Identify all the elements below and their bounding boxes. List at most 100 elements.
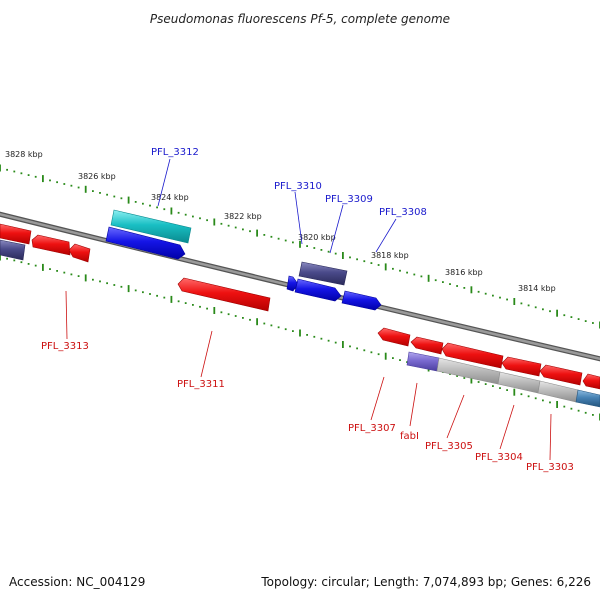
scale-minor-tick [320,337,323,340]
scale-minor-tick [570,316,573,318]
scale-minor-tick [63,183,66,185]
scale-minor-tick [184,213,187,216]
scale-minor-tick [477,290,480,293]
scale-major-tick [470,376,473,384]
scale-minor-tick [463,377,466,379]
scale-minor-tick [220,222,223,225]
scale-minor-tick [320,249,323,251]
scale-major-tick [213,218,216,226]
scale-minor-tick [156,206,158,209]
scale-major-tick [513,388,516,396]
scale-minor-tick [113,284,116,286]
scale-minor-tick [406,361,408,363]
gene-label[interactable]: PFL_3308 [379,207,427,218]
scale-major-tick [342,252,344,259]
scale-major-tick [127,285,130,293]
gene-arrow-red[interactable] [31,234,71,256]
scale-major-tick [213,307,216,314]
scale-minor-tick [570,407,573,410]
gene-arrow-red[interactable] [441,342,504,369]
scale-minor-tick [284,328,287,331]
scale-minor-tick [142,202,144,205]
scale-minor-tick [6,168,8,171]
gene-arrow-gray[interactable] [537,380,579,403]
scale-minor-tick [163,208,166,211]
leader-lines [65,158,552,461]
scale-minor-tick [377,353,380,356]
gene-arrow-navy[interactable] [298,261,348,286]
scale-label: 3824 kbp [151,193,189,202]
scale-minor-tick [70,184,73,187]
scale-minor-tick [242,228,244,231]
gene-arrow-navy[interactable] [0,239,26,261]
gene-arrow-blue-small[interactable] [286,275,299,292]
gene-arrow-red[interactable] [501,356,542,377]
scale-minor-tick [56,181,58,184]
gene-arrow-red[interactable] [377,327,411,347]
gene-label[interactable]: PFL_3303 [526,462,574,473]
scale-minor-tick [92,278,94,281]
scale-minor-tick [192,215,194,218]
scale-minor-tick [563,405,566,408]
scale-minor-tick [363,349,366,352]
scale-minor-tick [592,322,594,324]
gene-arrow-violet[interactable] [406,351,440,372]
gene-arrow-red[interactable] [177,277,271,312]
scale-minor-tick [334,341,337,344]
topology-text: Topology: circular; Length: 7,074,893 bp… [260,575,591,589]
scale-minor-tick [34,264,37,267]
gene-label[interactable]: PFL_3307 [348,423,396,434]
scale-minor-tick [492,294,494,297]
gene-arrow-blue[interactable] [105,226,186,260]
scale-minor-tick [284,239,287,242]
gene-arrow-red[interactable] [68,243,91,263]
gene-arrow-red[interactable] [539,364,583,386]
scale-minor-tick [134,289,137,292]
scale-minor-tick [592,414,594,416]
scale-minor-tick [334,252,337,255]
scale-major-tick [556,309,558,317]
scale-minor-tick [484,383,487,385]
scale-minor-tick [184,302,187,304]
scale-minor-tick [549,401,551,404]
gene-arrow-steel[interactable] [575,389,600,408]
scale-minor-tick [292,330,294,332]
scale-minor-tick [56,270,58,272]
scale-minor-tick [227,224,230,227]
scale-label: 3816 kbp [445,268,483,277]
scale-minor-tick [377,264,380,266]
scale-minor-tick [527,304,530,307]
gene-labels: PFL_3312 PFL_3310 PFL_3309 PFL_3308 PFL_… [41,147,574,473]
scale-minor-tick [49,268,51,270]
scale-minor-tick [542,308,544,311]
scale-label: 3828 kbp [5,150,43,159]
scale-minor-tick [492,385,494,387]
scale-minor-tick [413,273,416,276]
scale-minor-tick [199,305,201,308]
gene-label[interactable]: PFL_3311 [177,379,225,390]
gene-arrow-red[interactable] [0,223,32,245]
gene-label[interactable]: PFL_3309 [325,194,373,205]
gene-label[interactable]: PFL_3305 [425,441,473,452]
scale-minor-tick [270,324,273,327]
scale-minor-tick [227,313,230,316]
gene-arrow-red[interactable] [582,373,600,390]
scale-minor-tick [584,320,587,322]
gene-arrow-red[interactable] [410,336,444,355]
gene-label[interactable]: PFL_3304 [475,452,523,463]
scale-minor-tick [142,291,144,294]
scale-major-tick [299,329,301,337]
gene-arrow-blue[interactable] [294,278,342,302]
scale-minor-tick [313,247,316,249]
scale-minor-tick [506,298,508,301]
gene-label[interactable]: PFL_3312 [151,147,199,158]
scale-minor-tick [92,190,94,192]
gene-label[interactable]: fabI [400,431,419,442]
gene-label[interactable]: PFL_3313 [41,341,89,352]
scale-minor-tick [6,257,8,260]
gene-arrow-blue[interactable] [341,290,382,311]
scale-minor-tick [163,296,166,299]
gene-arrow-cyan[interactable] [110,209,192,244]
gene-label[interactable]: PFL_3310 [274,181,322,192]
